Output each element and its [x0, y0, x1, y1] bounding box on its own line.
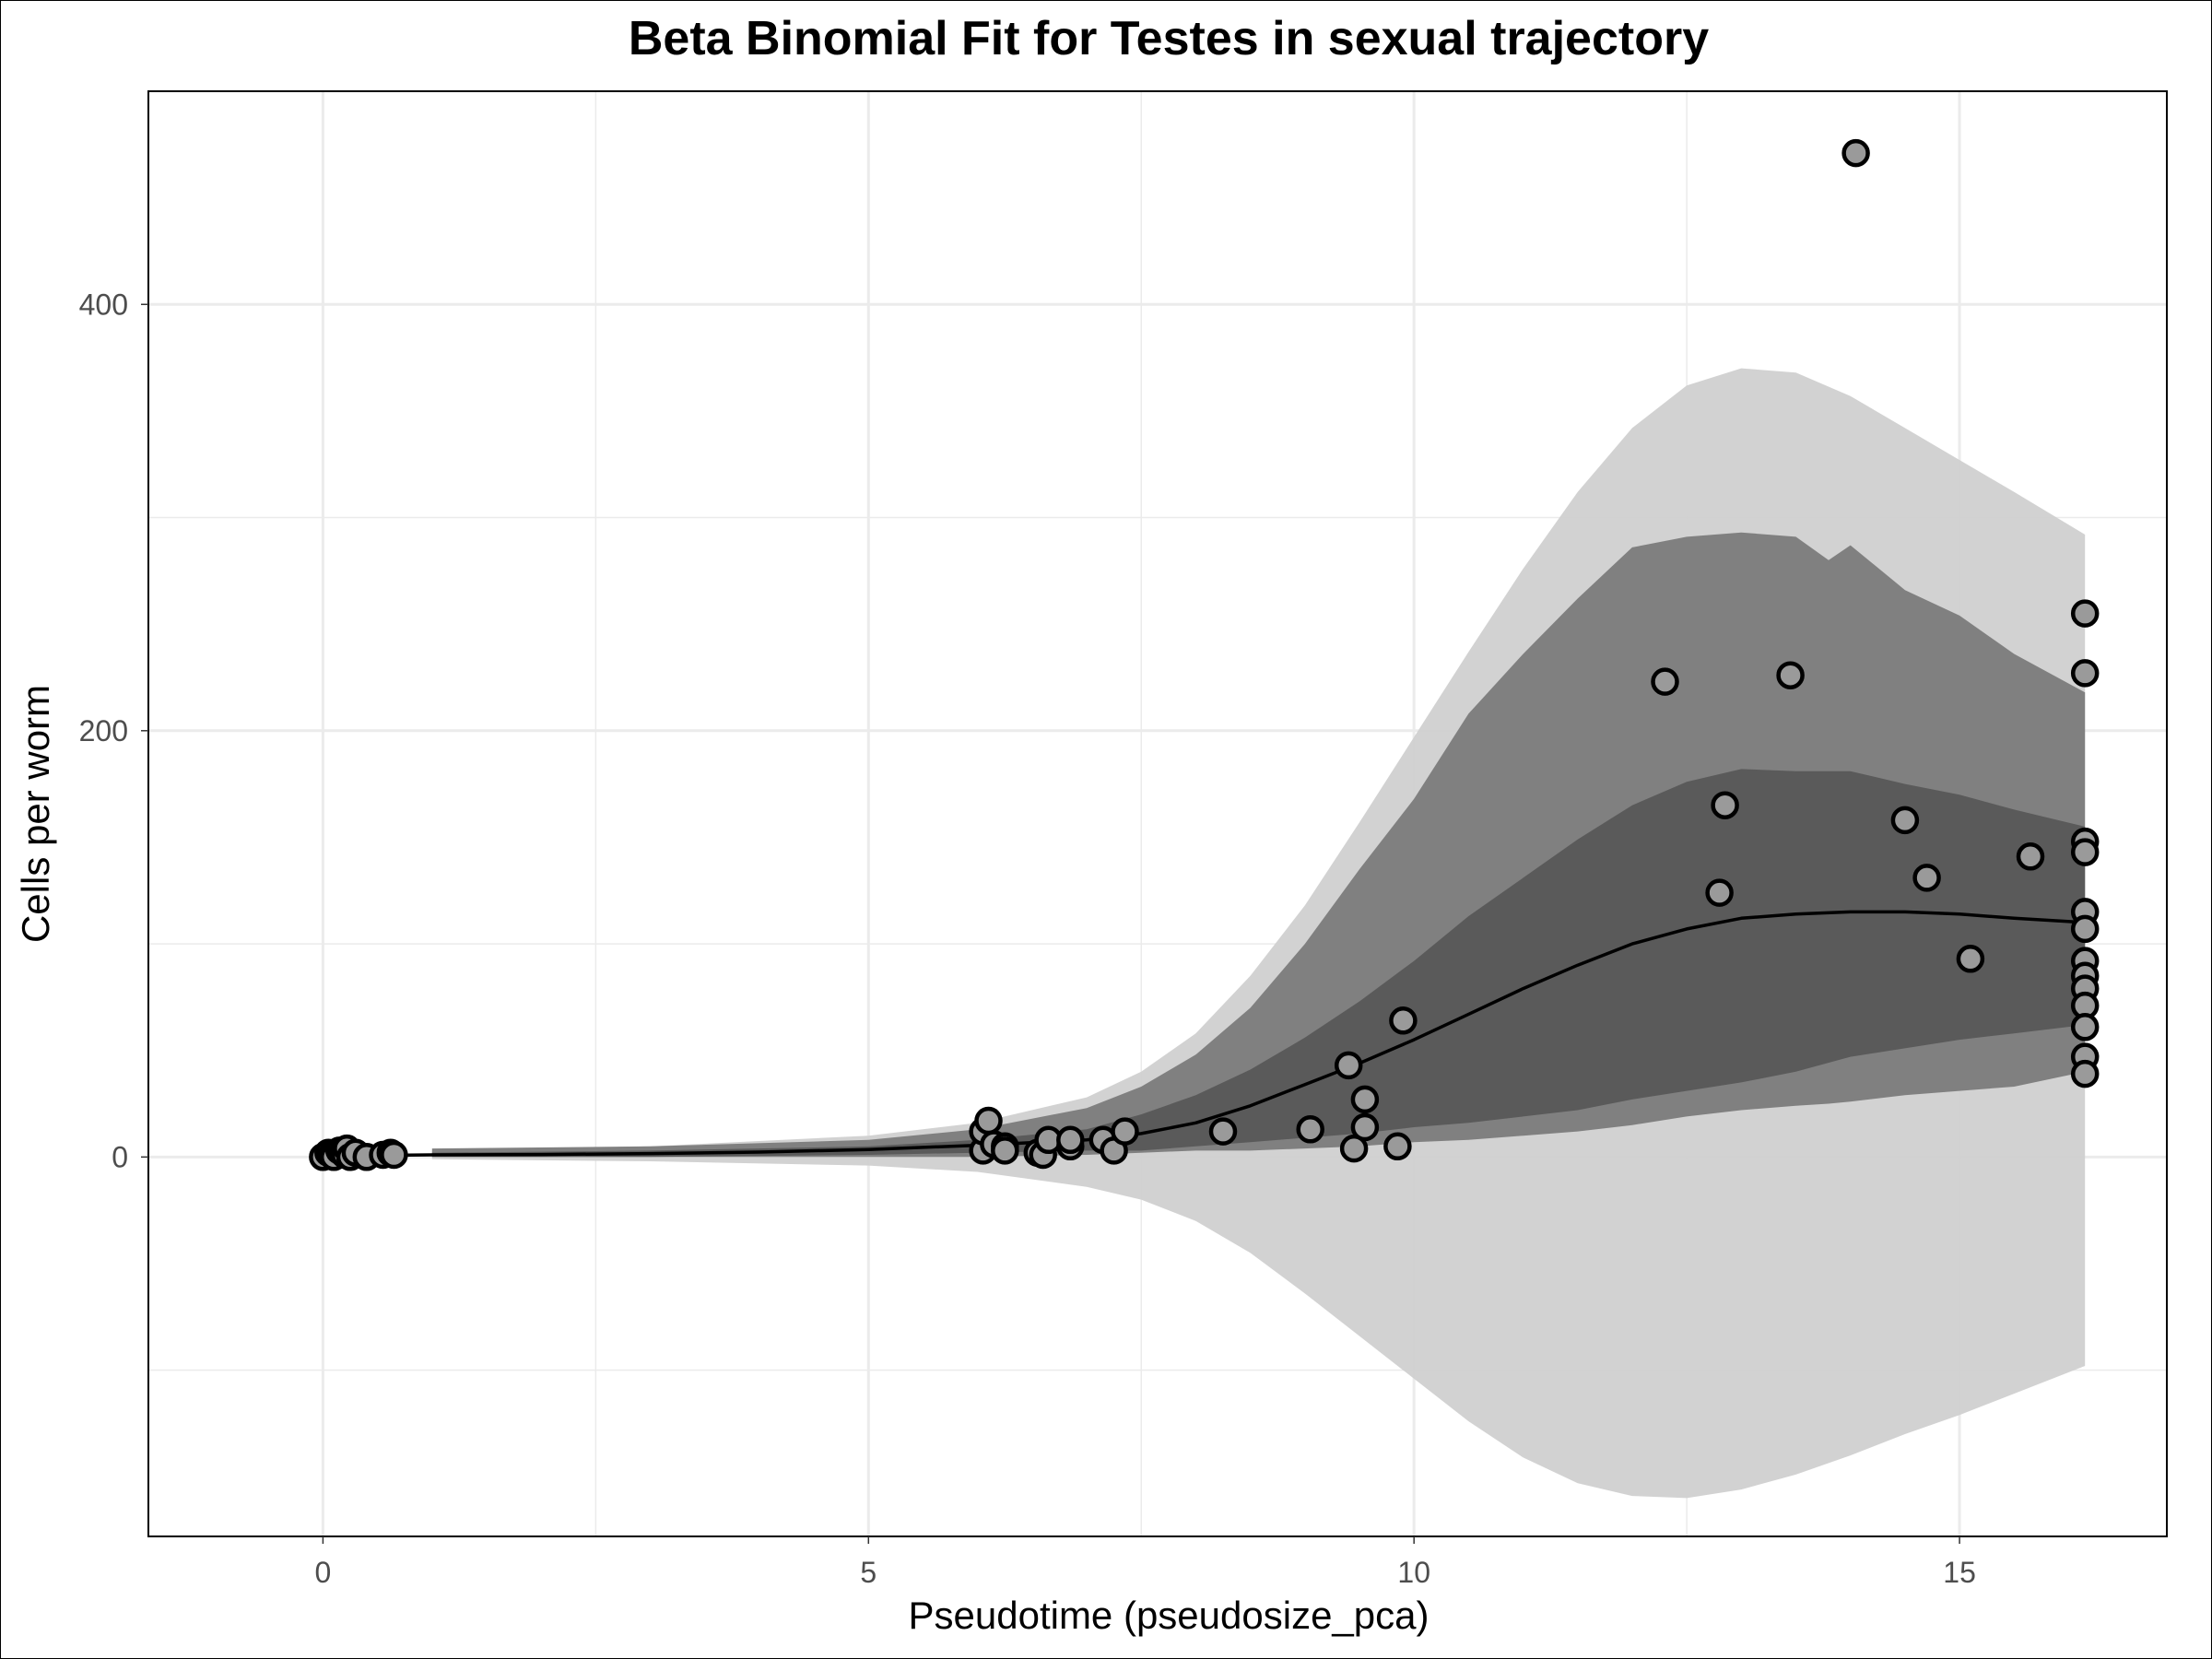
x-tick-label: 15	[1943, 1556, 1976, 1589]
chart-title: Beta Binomial Fit for Testes in sexual t…	[629, 12, 1709, 65]
data-point	[1389, 1006, 1418, 1035]
data-point	[1111, 1117, 1139, 1146]
data-point	[1912, 864, 1941, 892]
x-axis-ticks: 0 5 10 15	[315, 1536, 1976, 1589]
data-point	[1334, 1051, 1363, 1080]
data-point	[2070, 838, 2100, 866]
data-point	[2070, 1059, 2100, 1088]
data-point	[1383, 1132, 1412, 1161]
data-point	[1890, 806, 1920, 835]
data-point	[2070, 659, 2100, 688]
data-point	[2070, 599, 2100, 628]
band-inner	[431, 769, 2086, 1158]
x-tick-label: 5	[860, 1556, 877, 1589]
x-tick-label: 10	[1397, 1556, 1430, 1589]
y-axis-ticks: 0 200 400	[79, 288, 148, 1173]
data-point	[2070, 914, 2100, 944]
data-point	[1841, 138, 1870, 168]
fit-line	[323, 910, 2086, 1158]
data-point	[1956, 945, 1985, 973]
x-tick-label: 0	[315, 1556, 332, 1589]
data-point	[1776, 661, 1805, 689]
data-point	[1350, 1112, 1380, 1142]
data-point	[1350, 1085, 1380, 1114]
data-point	[1651, 667, 1679, 696]
y-tick-label: 0	[112, 1140, 128, 1173]
y-axis-title: Cells per worm	[14, 685, 57, 943]
data-point	[1296, 1115, 1324, 1144]
data-point	[1056, 1125, 1085, 1155]
data-point	[974, 1106, 1003, 1135]
data-point	[1339, 1134, 1369, 1163]
data-point	[1711, 791, 1739, 819]
plot-panel-border	[147, 90, 2168, 1537]
data-point	[380, 1140, 408, 1170]
fit-line-layer	[323, 910, 2086, 1158]
data-point	[2016, 842, 2045, 871]
data-point	[991, 1136, 1019, 1165]
y-tick-label: 200	[79, 714, 128, 747]
data-point	[2070, 1013, 2100, 1041]
credible-bands	[431, 368, 2086, 1499]
y-tick-label: 400	[79, 288, 128, 321]
data-points	[309, 138, 2100, 1171]
data-point	[1208, 1117, 1238, 1146]
x-axis-title: Pseudotime (pseudosize_pca)	[909, 1594, 1430, 1637]
data-point	[1705, 878, 1734, 907]
